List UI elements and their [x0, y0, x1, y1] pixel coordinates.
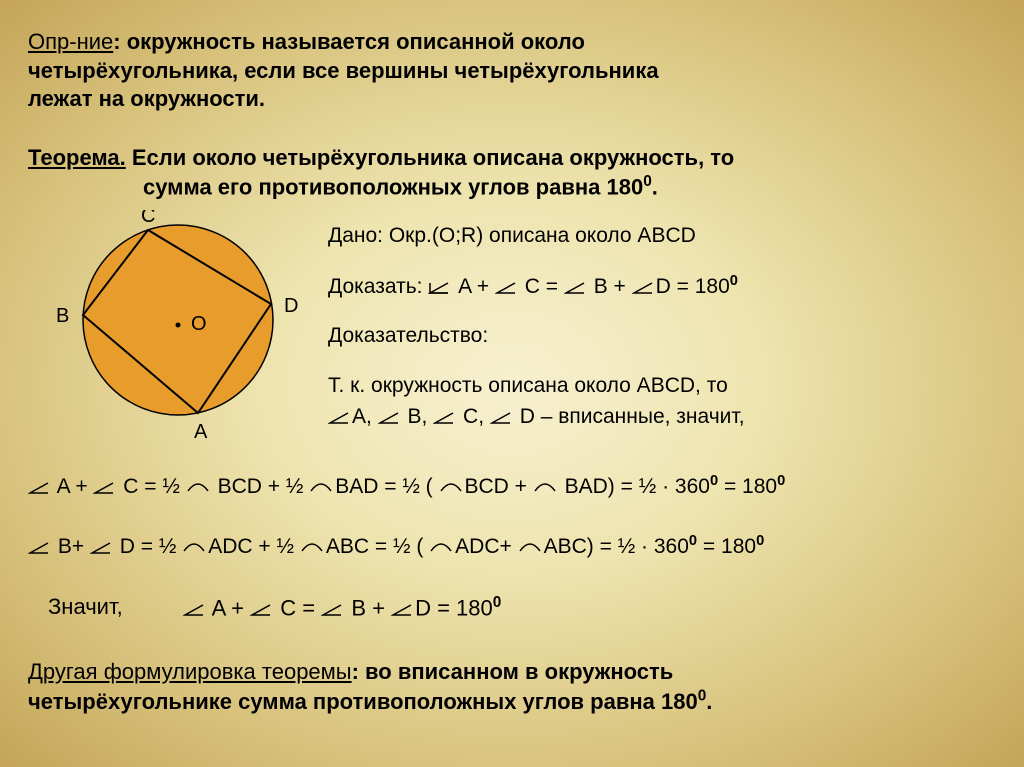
angle-icon: [250, 601, 272, 615]
definition-text-1: : окружность называется описанной около: [113, 29, 585, 54]
prove-label: Доказать:: [328, 275, 428, 298]
proof-setup: Дано: Окр.(O;R) описана около ABCD Доказ…: [328, 210, 996, 451]
diagram-label-d: D: [284, 295, 298, 317]
arc-icon: [439, 481, 463, 493]
definition-text-2: четырёхугольника, если все вершины четыр…: [28, 58, 659, 83]
angle-icon: [632, 279, 654, 293]
theorem-line2: сумма его противоположных углов равна 18…: [143, 175, 643, 200]
given-label: Дано:: [328, 224, 383, 247]
angle-icon: [490, 409, 512, 423]
definition-text-3: лежат на окружности.: [28, 86, 265, 111]
arc-icon: [429, 541, 453, 553]
theorem-line1: Если около четырёхугольника описана окру…: [126, 145, 735, 170]
conclusion-line: Значит, A + C = B + D = 1800: [48, 592, 996, 624]
angle-icon: [564, 279, 586, 293]
equation-line-1: A + C = ½ BCD + ½ BAD = ½ ( BCD + BAD) =…: [28, 471, 996, 501]
arc-icon: [309, 481, 333, 493]
angle-icon: [428, 279, 450, 293]
angle-icon: [321, 601, 343, 615]
arc-icon: [186, 481, 210, 493]
proof-label: Доказательство:: [328, 320, 996, 352]
theorem-sup: 0: [643, 173, 652, 190]
diagram: O A B C D: [28, 210, 328, 450]
alt-prefix: Другая формулировка теоремы: [28, 659, 352, 684]
proof-since-1: Т. к. окружность описана около ABCD, то: [328, 374, 728, 397]
arc-icon: [182, 541, 206, 553]
znachit-label: Значит,: [48, 592, 123, 623]
angle-icon: [183, 601, 205, 615]
angle-icon: [93, 479, 115, 493]
alt-formulation: Другая формулировка теоремы: во вписанно…: [28, 658, 996, 717]
angle-icon: [391, 601, 413, 615]
proof-body: A + C = ½ BCD + ½ BAD = ½ ( BCD + BAD) =…: [28, 471, 996, 716]
diagram-label-a: A: [194, 421, 208, 443]
angle-icon: [433, 409, 455, 423]
arc-icon: [300, 541, 324, 553]
arc-icon: [533, 481, 557, 493]
definition-prefix: Опр-ние: [28, 29, 113, 54]
angle-icon: [328, 409, 350, 423]
given-text: Окр.(O;R) описана около ABCD: [383, 224, 696, 247]
equation-line-2: B+ D = ½ ADC + ½ ABC = ½ ( ADC+ ABC) = ½…: [28, 531, 996, 561]
diagram-label-b: B: [56, 305, 69, 327]
angle-icon: [495, 279, 517, 293]
angle-icon: [28, 479, 50, 493]
theorem-label: Теорема.: [28, 145, 126, 170]
arc-icon: [518, 541, 542, 553]
definition-block: Опр-ние: окружность называется описанной…: [28, 28, 996, 114]
angle-icon: [378, 409, 400, 423]
angle-icon: [90, 539, 112, 553]
diagram-label-c: C: [141, 210, 155, 227]
angle-icon: [28, 539, 50, 553]
theorem-block: Теорема. Если около четырёхугольника опи…: [28, 144, 996, 203]
diagram-label-o: O: [191, 313, 207, 335]
